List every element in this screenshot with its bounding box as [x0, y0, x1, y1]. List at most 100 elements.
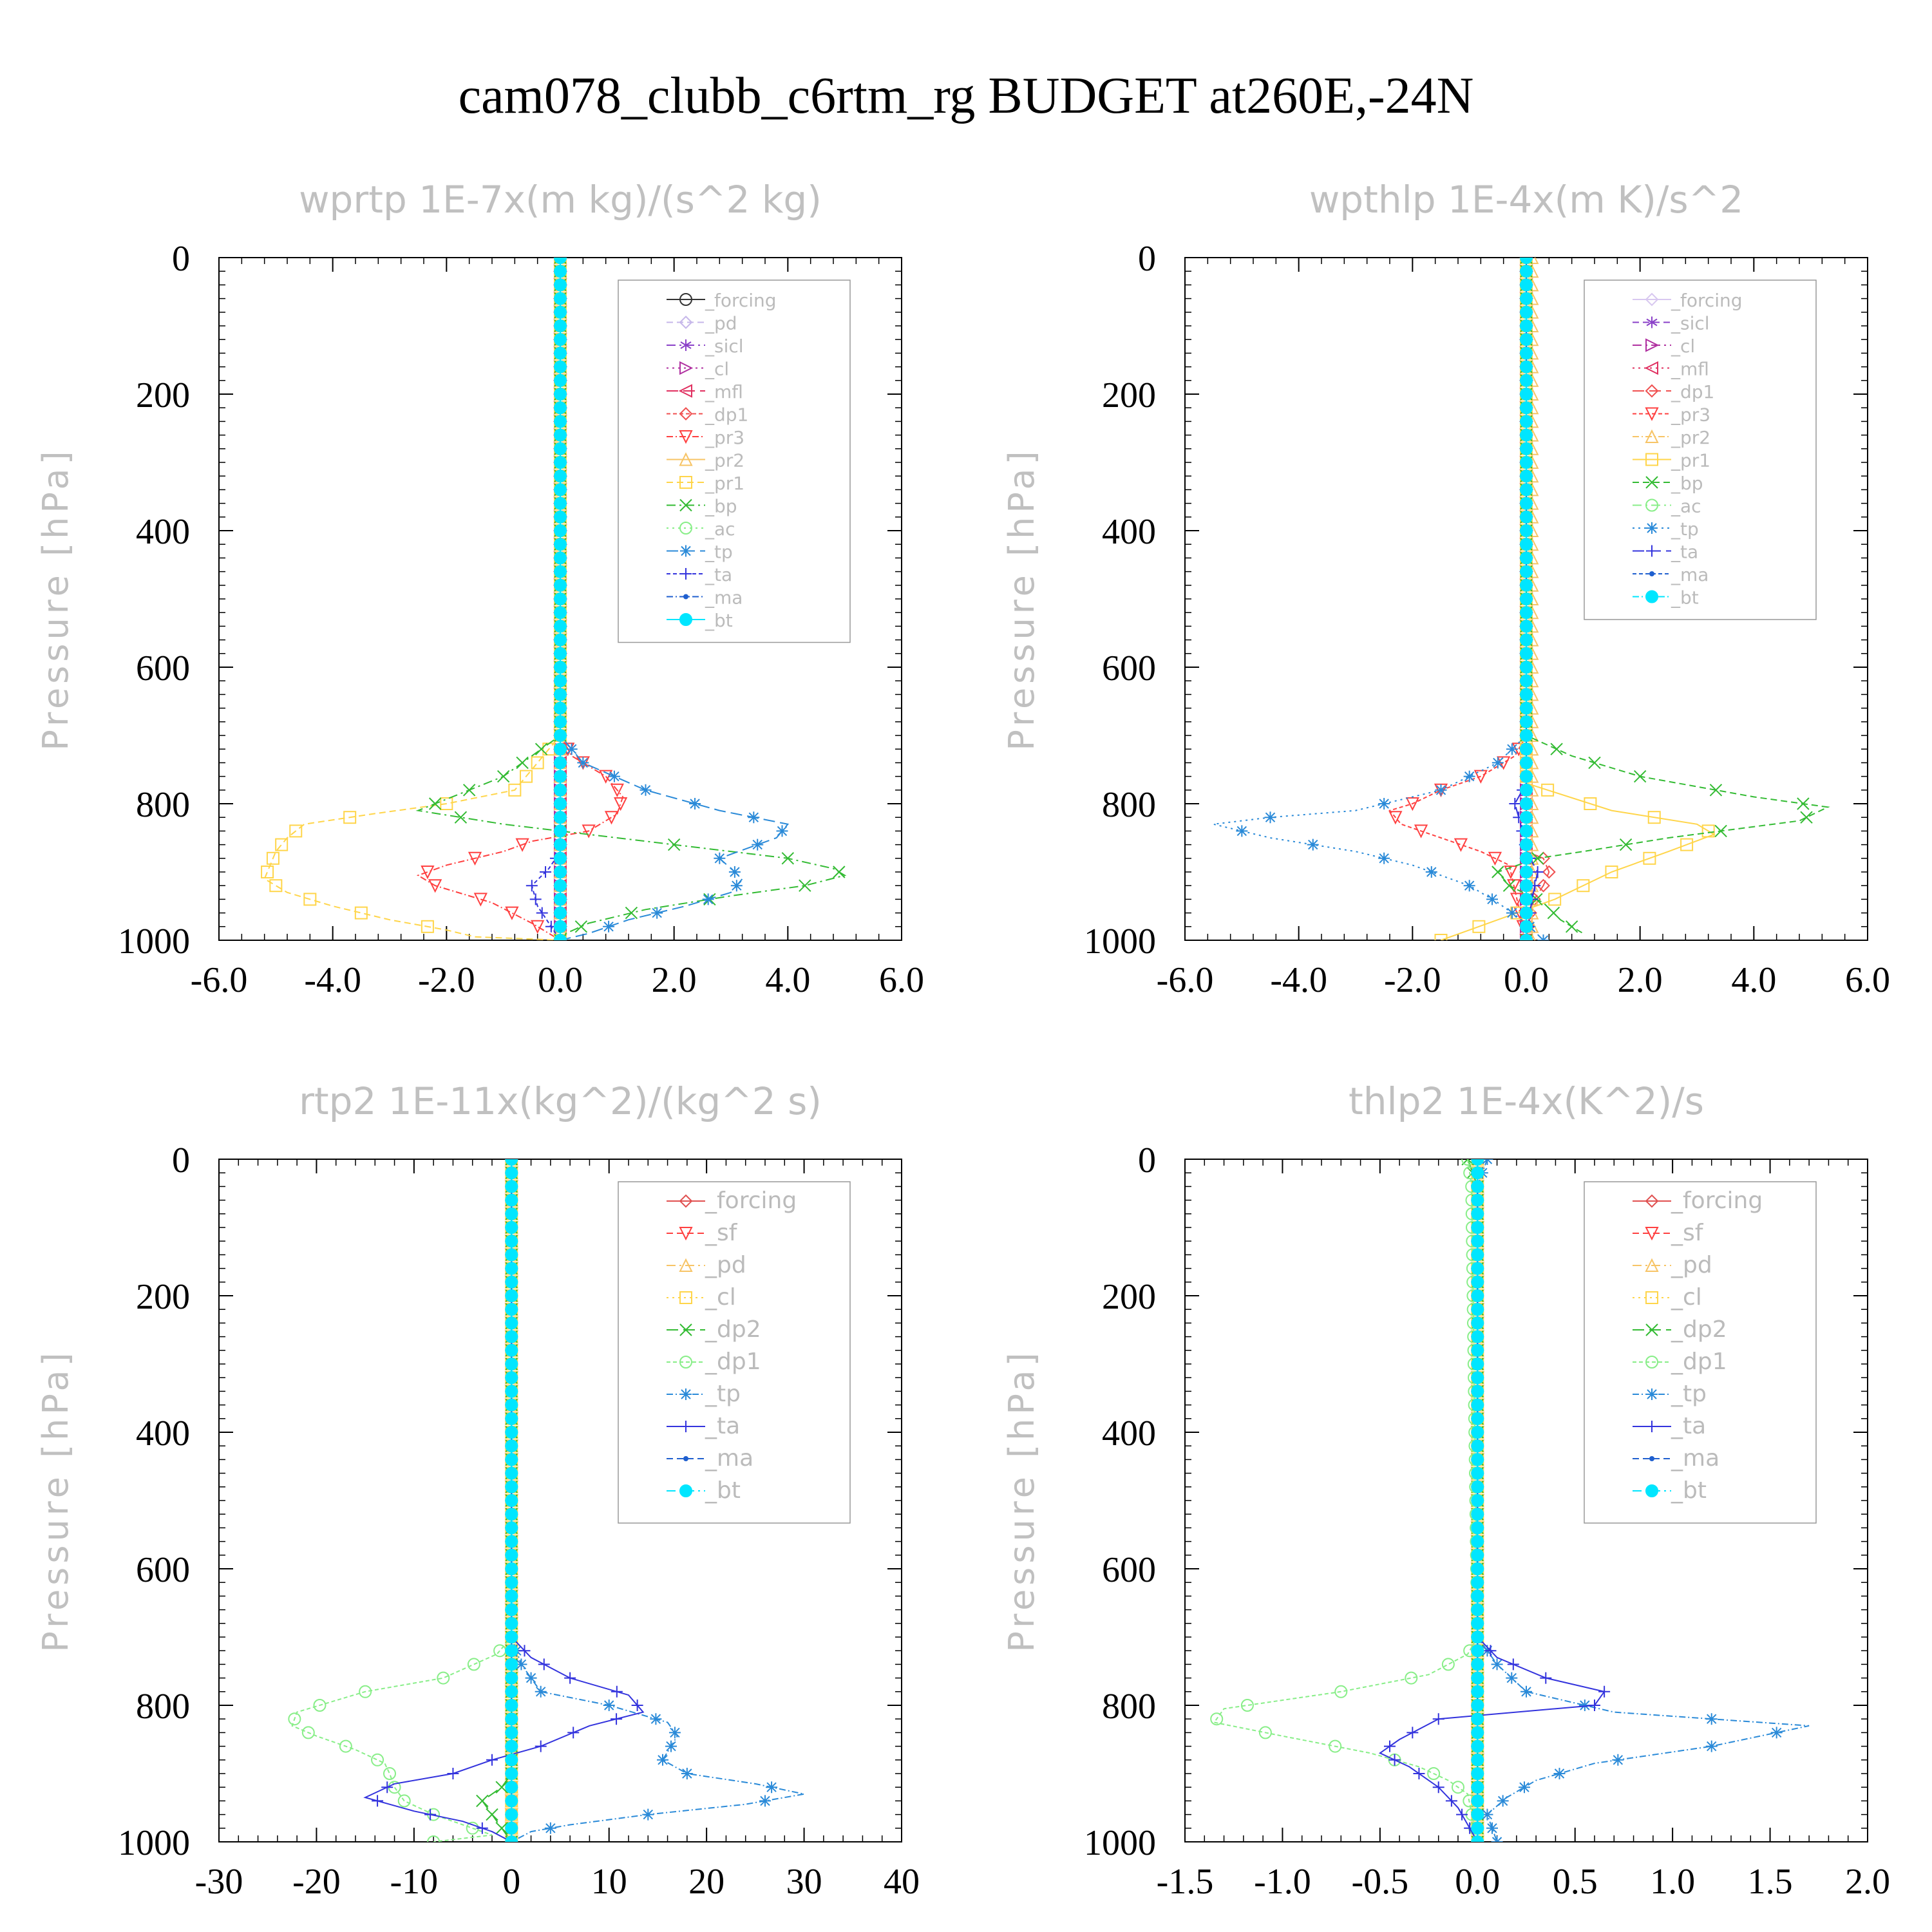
data-point [505, 1835, 518, 1842]
legend-marker [679, 1484, 692, 1497]
data-point [1520, 388, 1533, 401]
data-point [1553, 1768, 1566, 1779]
legend-label: _tp [1671, 1381, 1707, 1407]
data-point [1520, 906, 1533, 920]
legend-label: _bt [705, 610, 733, 631]
legend-entry: _dp1 [1633, 381, 1714, 402]
legend-entry: _mfl [1633, 359, 1709, 380]
data-point [689, 798, 701, 810]
legend-label: _pr2 [1671, 427, 1710, 448]
legend-entry: _pr1 [1633, 450, 1710, 471]
legend-marker [1646, 545, 1658, 557]
legend-label: _pr1 [705, 473, 744, 494]
series-line [416, 258, 624, 940]
data-point [495, 1822, 508, 1835]
legend-label: _ta [1671, 542, 1698, 563]
data-point [1432, 1781, 1444, 1794]
legend-entry: _pd [667, 313, 737, 334]
legend-label: _cl [705, 359, 729, 380]
legend-entry: _bt [667, 610, 733, 631]
legend-label: _dp2 [705, 1316, 761, 1343]
data-point [1709, 784, 1723, 797]
legend-entry: _pr3 [1633, 404, 1710, 426]
data-point [1578, 1700, 1591, 1711]
y-axis-label: Pressure [hPa] [1001, 447, 1042, 750]
data-point [538, 1658, 550, 1671]
data-point [529, 893, 542, 905]
data-point [702, 893, 714, 905]
data-point [1520, 415, 1533, 428]
legend-marker [1645, 498, 1658, 512]
legend-label: _sicl [1671, 313, 1710, 334]
data-point [639, 784, 652, 796]
y-tick-label: 400 [136, 1414, 190, 1454]
data-point [781, 852, 795, 865]
data-point [1520, 661, 1533, 674]
data-point [1520, 278, 1533, 292]
data-point [1520, 483, 1533, 497]
data-point [1520, 797, 1533, 810]
data-point [1705, 1740, 1718, 1752]
data-point [1334, 1685, 1348, 1698]
data-point [1471, 1343, 1484, 1357]
data-point [1471, 1207, 1484, 1220]
data-point [1471, 1371, 1484, 1385]
legend-entry: _tp [667, 1381, 741, 1407]
legend-label: _pr3 [705, 427, 744, 448]
data-point [1435, 784, 1447, 796]
legend-label: _dp1 [705, 1349, 761, 1375]
legend-box [1584, 279, 1817, 620]
legend-entry: _ta [1633, 1413, 1706, 1439]
data-point [1520, 360, 1533, 374]
data-point [1520, 674, 1533, 688]
x-tick-label: 6.0 [1845, 960, 1890, 1000]
data-point [1471, 1671, 1484, 1685]
data-point [603, 1700, 615, 1711]
legend-entry: _ta [1633, 542, 1698, 563]
data-point [269, 879, 283, 893]
data-point [1425, 866, 1437, 878]
data-point [608, 770, 620, 782]
data-point [505, 1358, 518, 1370]
legend-marker [1645, 1291, 1658, 1304]
data-point [603, 920, 615, 933]
data-point [1481, 1808, 1493, 1821]
legend-marker [1645, 292, 1659, 307]
y-tick-label: 1000 [1084, 1823, 1156, 1863]
data-point [1384, 1740, 1396, 1752]
data-point [535, 743, 548, 755]
data-point [554, 258, 567, 264]
data-point [554, 497, 567, 510]
legend-label: _cl [1671, 336, 1695, 357]
data-point [1240, 1699, 1254, 1712]
x-tick-label: 2.0 [1618, 960, 1663, 1000]
legend-marker [679, 1356, 692, 1368]
data-point [505, 1739, 518, 1753]
data-point [1520, 879, 1533, 893]
legend-label: _bt [705, 1477, 741, 1504]
data-point [505, 1221, 518, 1234]
x-tick-label: 0.0 [538, 960, 583, 1000]
data-point [1488, 851, 1502, 866]
data-point [1520, 851, 1533, 865]
data-point [516, 756, 529, 770]
data-point [1507, 879, 1521, 893]
legend-marker [1645, 384, 1659, 398]
data-point [505, 1508, 518, 1521]
data-point [668, 1727, 681, 1739]
legend-entry: _tp [1633, 1381, 1707, 1407]
data-point [554, 920, 567, 933]
data-point [554, 783, 567, 797]
data-point [1589, 1700, 1600, 1711]
legend-entry: _dp1 [1633, 1349, 1727, 1375]
data-point [289, 824, 303, 838]
data-point [535, 1740, 547, 1752]
data-point [505, 1562, 518, 1575]
data-point [505, 1343, 518, 1357]
data-point [526, 880, 538, 892]
y-tick-label: 400 [136, 512, 190, 552]
data-point [462, 784, 476, 797]
data-point [535, 1685, 547, 1698]
legend-label: _ac [1671, 496, 1701, 517]
legend-entry: _dp1 [667, 1349, 761, 1375]
